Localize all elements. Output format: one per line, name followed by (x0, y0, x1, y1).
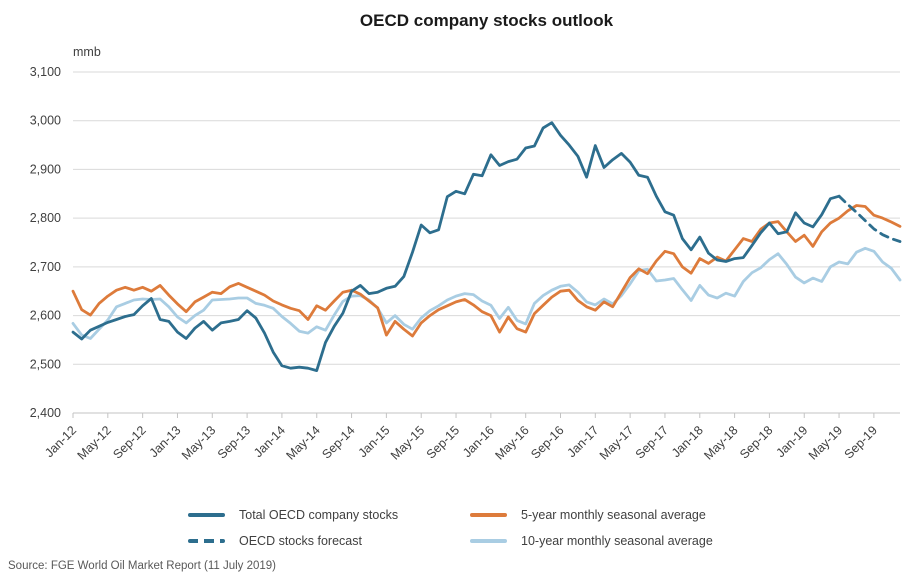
x-tick-label: May-16 (492, 423, 531, 462)
y-tick-label: 2,500 (30, 357, 61, 371)
x-tick-label: Jan-13 (147, 423, 184, 460)
x-tick-label: Sep-15 (424, 423, 462, 461)
series-10yr-seasonal-average-line (71, 246, 902, 340)
legend-item-total: Total OECD company stocks (188, 506, 398, 524)
x-tick-label: Sep-19 (842, 423, 880, 461)
y-tick-label: 3,000 (30, 114, 61, 128)
series-oecd-stocks-forecast-line (837, 194, 902, 243)
x-tick-label: May-15 (388, 423, 427, 462)
x-tick-label: Sep-18 (737, 423, 775, 461)
legend-item-forecast: OECD stocks forecast (188, 532, 362, 550)
x-tick-label: May-19 (806, 423, 845, 462)
legend-label-ten-year: 10-year monthly seasonal average (521, 534, 713, 548)
x-tick-label: Sep-17 (633, 423, 671, 461)
y-tick-label: 3,100 (30, 65, 61, 79)
x-tick-label: Sep-13 (215, 423, 253, 461)
source-note: Source: FGE World Oil Market Report (11 … (8, 560, 277, 572)
y-tick-label: 2,900 (30, 162, 61, 176)
y-tick-label: 2,600 (30, 309, 61, 323)
x-tick-label: Jan-16 (460, 423, 497, 460)
legend-swatch-ten-year (470, 539, 507, 543)
x-tick-label: May-18 (701, 423, 740, 462)
x-tick-label: May-14 (283, 423, 322, 462)
x-tick-label: Sep-16 (528, 423, 566, 461)
legend-item-ten-year: 10-year monthly seasonal average (470, 532, 713, 550)
legend-swatch-forecast (188, 539, 225, 543)
x-tick-label: Jan-12 (42, 423, 79, 460)
x-tick-label: Jan-14 (251, 423, 288, 460)
legend-item-five-year: 5-year monthly seasonal average (470, 506, 706, 524)
legend-swatch-five-year (470, 513, 507, 517)
x-tick-label: May-13 (179, 423, 218, 462)
x-tick-label: Jan-15 (356, 423, 393, 460)
legend-label-forecast: OECD stocks forecast (239, 534, 362, 548)
x-tick-label: May-12 (75, 423, 114, 462)
legend-label-five-year: 5-year monthly seasonal average (521, 508, 706, 522)
chart-title: OECD company stocks outlook (359, 11, 614, 30)
x-tick-label: Sep-12 (110, 423, 148, 461)
chart-canvas: 3,100 3,000 2,900 2,800 2,700 2,600 2,500 2,400… (30, 65, 902, 463)
x-tick-label: Sep-14 (319, 423, 357, 461)
legend-swatch-total (188, 513, 225, 517)
y-tick-label: 2,400 (30, 406, 61, 420)
series-total-oecd-stocks-line (71, 121, 841, 373)
x-tick-label: Jan-17 (565, 423, 602, 460)
x-tick-label: May-17 (597, 423, 636, 462)
y-axis-unit-label: mmb (73, 45, 101, 59)
y-tick-label: 2,800 (30, 211, 61, 225)
y-tick-label: 2,700 (30, 260, 61, 274)
x-tick-label: Jan-19 (773, 423, 810, 460)
x-tick-label: Jan-18 (669, 423, 706, 460)
legend-label-total: Total OECD company stocks (239, 508, 399, 522)
series-5yr-seasonal-average-line (71, 204, 902, 338)
